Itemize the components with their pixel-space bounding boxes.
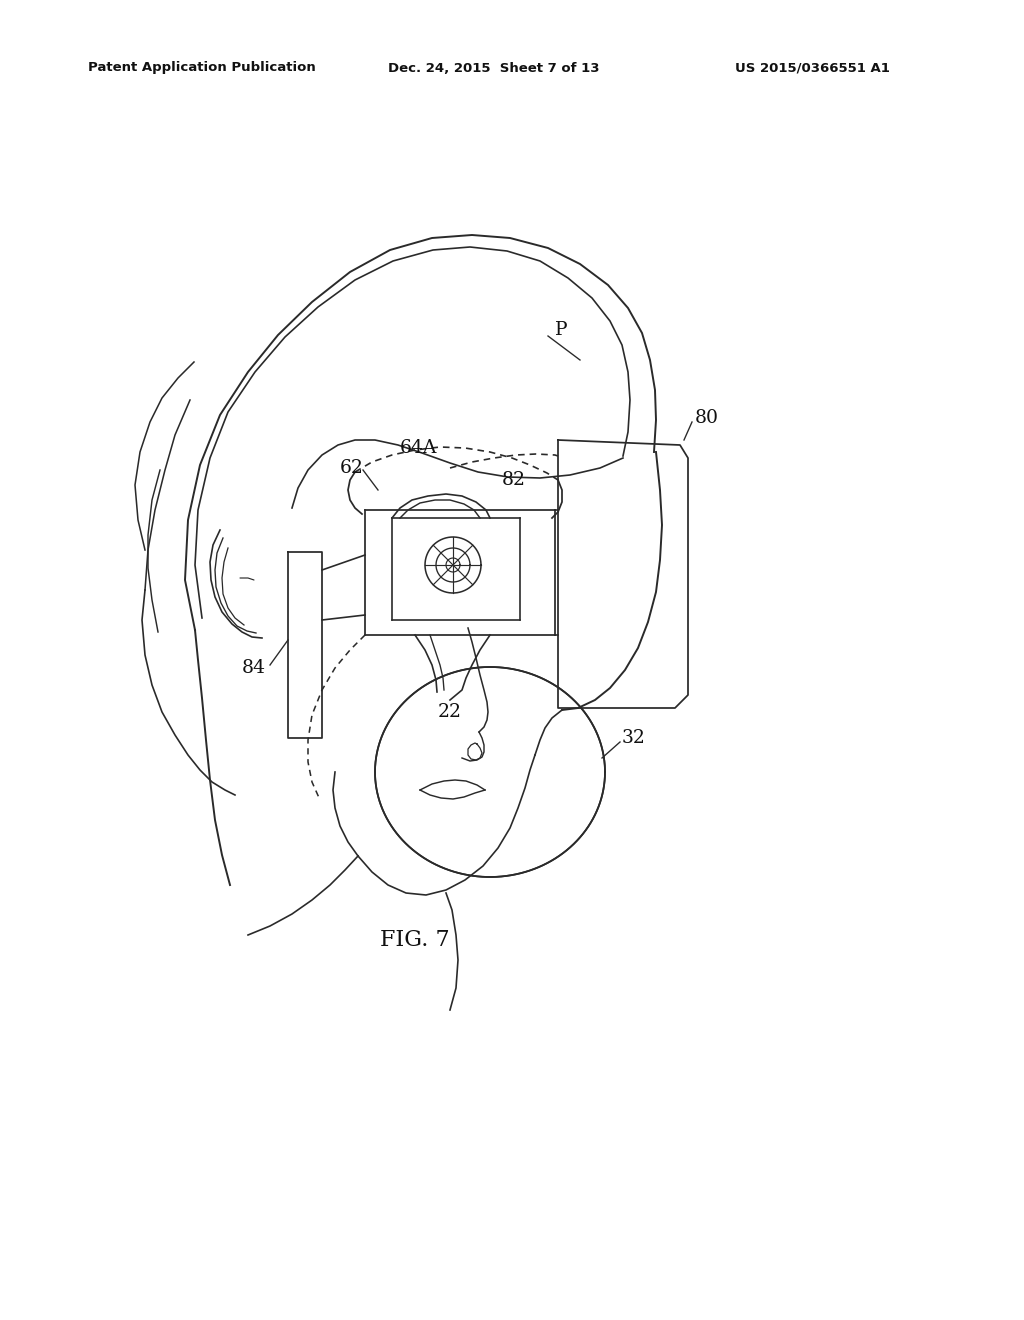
- Text: 82: 82: [502, 471, 526, 488]
- Text: 22: 22: [438, 704, 462, 721]
- Text: 32: 32: [622, 729, 646, 747]
- Text: 84: 84: [242, 659, 266, 677]
- Text: 80: 80: [695, 409, 719, 426]
- Text: 62: 62: [340, 459, 364, 477]
- Text: P: P: [555, 321, 567, 339]
- Text: Dec. 24, 2015  Sheet 7 of 13: Dec. 24, 2015 Sheet 7 of 13: [388, 62, 599, 74]
- Text: 64A: 64A: [400, 440, 437, 457]
- Text: FIG. 7: FIG. 7: [380, 929, 450, 950]
- Text: US 2015/0366551 A1: US 2015/0366551 A1: [735, 62, 890, 74]
- Text: Patent Application Publication: Patent Application Publication: [88, 62, 315, 74]
